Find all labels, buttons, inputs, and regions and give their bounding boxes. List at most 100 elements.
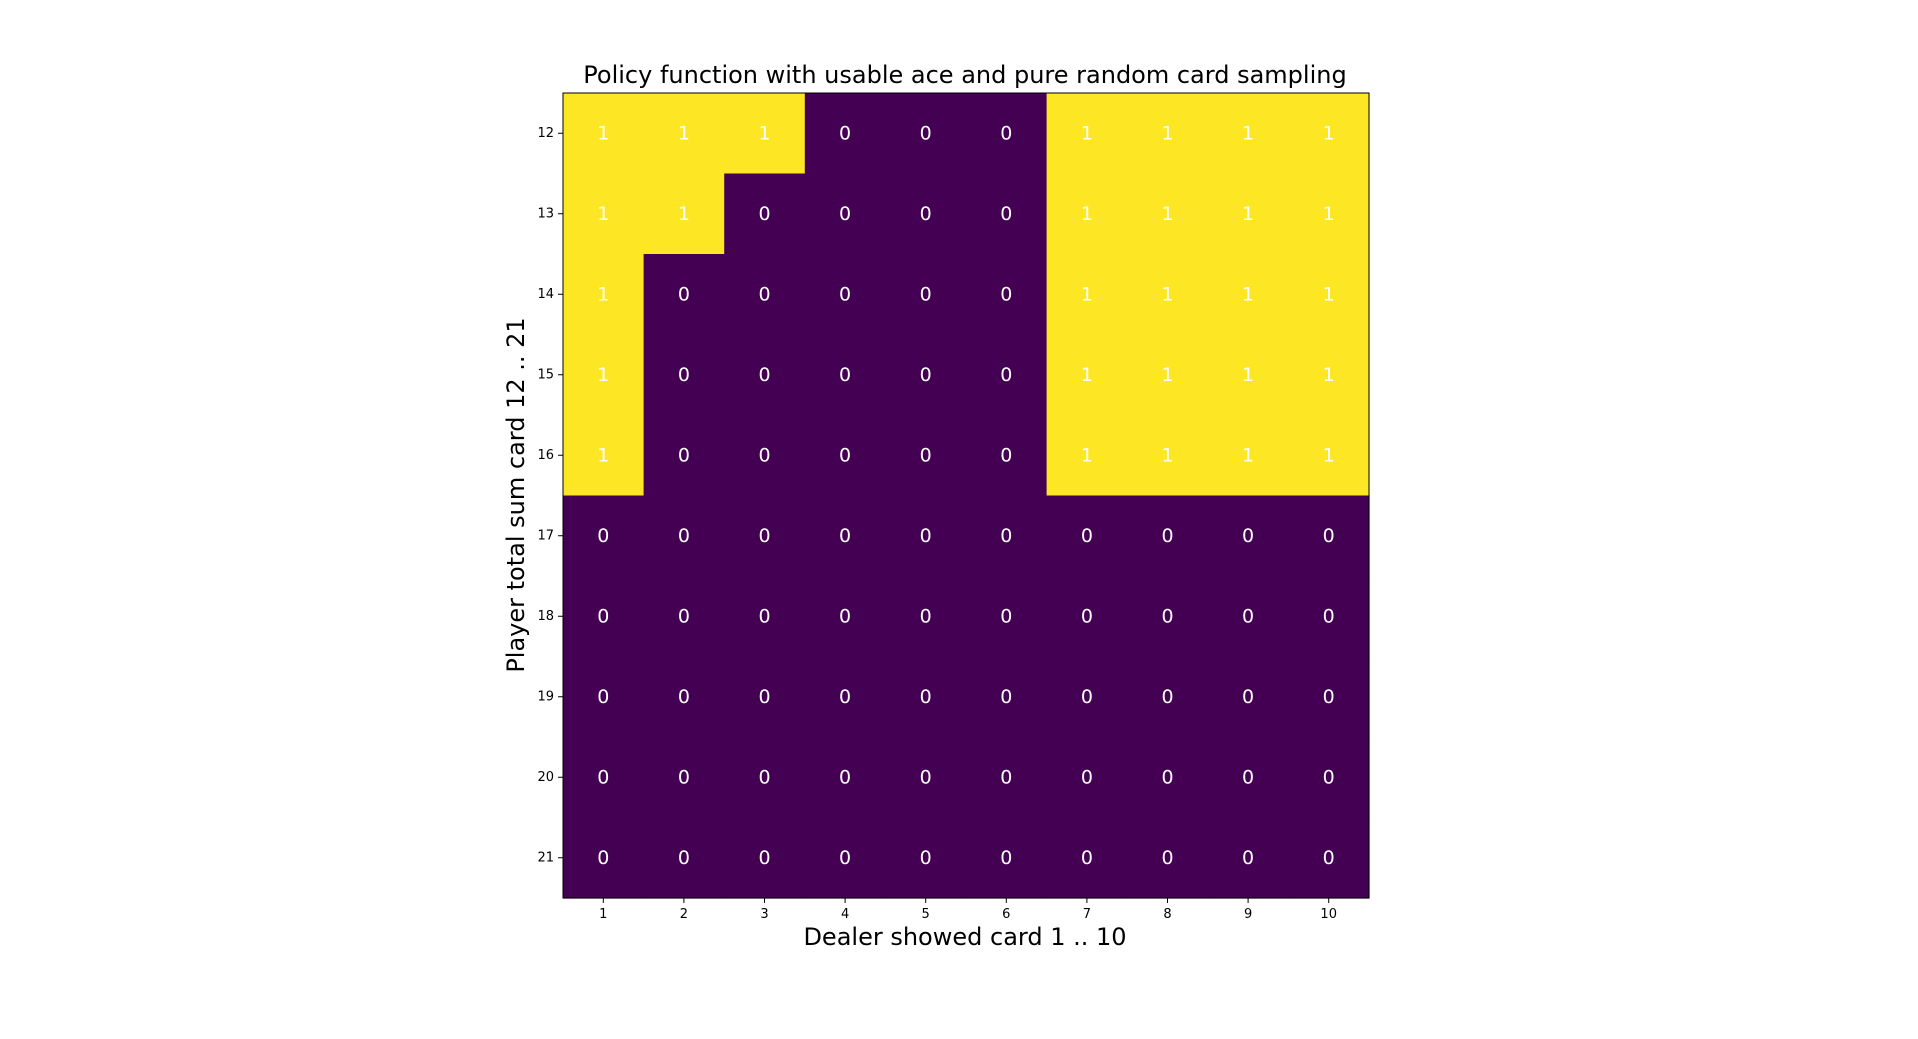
heatmap-cell-r21-c7 [1046, 817, 1128, 899]
heatmap-cell-r18-c2 [643, 576, 725, 658]
heatmap-cell-r20-c4 [804, 737, 886, 819]
cell-value-label: 0 [839, 283, 851, 305]
heatmap-cell-r16-c1 [563, 415, 645, 497]
heatmap-cell-r16-c10 [1288, 415, 1370, 497]
heatmap-cell-r14-c3 [724, 254, 806, 336]
x-tick-label: 3 [760, 907, 768, 922]
heatmap-cell-r18-c7 [1046, 576, 1128, 658]
heatmap-cell-r12-c8 [1127, 93, 1209, 175]
heatmap-cell-r13-c1 [563, 173, 645, 255]
cell-value-label: 0 [758, 444, 770, 466]
cell-value-label: 0 [758, 847, 770, 869]
y-tick-label: 13 [537, 206, 554, 221]
cell-value-label: 1 [597, 122, 609, 144]
heatmap-cell-r17-c3 [724, 495, 806, 577]
cell-value-label: 0 [1161, 525, 1173, 547]
y-tick-label: 14 [537, 287, 554, 302]
heatmap-cell-r21-c8 [1127, 817, 1209, 899]
heatmap-cell-r21-c6 [966, 817, 1048, 899]
heatmap-cell-r17-c2 [643, 495, 725, 577]
cell-value-label: 0 [920, 686, 932, 708]
heatmap-cell-r17-c7 [1046, 495, 1128, 577]
cell-value-label: 0 [1161, 686, 1173, 708]
y-tick-label: 12 [537, 126, 554, 141]
heatmap-cell-r16-c7 [1046, 415, 1128, 497]
heatmap-cell-r20-c1 [563, 737, 645, 819]
heatmap-cell-r14-c7 [1046, 254, 1128, 336]
heatmap-cell-r16-c8 [1127, 415, 1209, 497]
cell-value-label: 0 [920, 605, 932, 627]
heatmap-cell-r17-c4 [804, 495, 886, 577]
cell-value-label: 0 [678, 525, 690, 547]
cell-value-label: 0 [920, 283, 932, 305]
cell-value-label: 1 [1161, 444, 1173, 466]
y-tick-label: 18 [537, 609, 554, 624]
heatmap-cell-r14-c1 [563, 254, 645, 336]
x-tick-label: 4 [841, 907, 849, 922]
heatmap-cell-r13-c9 [1207, 173, 1289, 255]
cell-value-label: 0 [1242, 605, 1254, 627]
cell-value-label: 0 [758, 766, 770, 788]
heatmap-cell-r15-c10 [1288, 334, 1370, 416]
cell-value-label: 0 [1323, 686, 1335, 708]
heatmap-cell-r17-c8 [1127, 495, 1209, 577]
heatmap-cell-r19-c1 [563, 656, 645, 738]
cell-value-label: 0 [1000, 203, 1012, 225]
cell-value-label: 0 [1000, 525, 1012, 547]
cell-value-label: 1 [1242, 203, 1254, 225]
y-tick-label: 17 [537, 528, 554, 543]
heatmap-cell-r15-c7 [1046, 334, 1128, 416]
heatmap-cell-r15-c1 [563, 334, 645, 416]
heatmap-cell-r18-c10 [1288, 576, 1370, 658]
heatmap-cell-r13-c4 [804, 173, 886, 255]
cell-value-label: 0 [758, 525, 770, 547]
x-tick-label: 2 [680, 907, 688, 922]
cell-value-label: 0 [678, 766, 690, 788]
cell-value-label: 0 [920, 444, 932, 466]
cell-value-label: 0 [597, 686, 609, 708]
heatmap-plot-area: 1 1 1 0 0 0 1 1 1 1 1 1 0 0 0 0 1 1 1 1 1 0 0 0 0 0 1 1 1 1 1 0 0 0 0 0 1 1 1 1… [563, 93, 1370, 899]
heatmap-cell-r18-c4 [804, 576, 886, 658]
heatmap-cell-r21-c9 [1207, 817, 1289, 899]
cell-value-label: 0 [1000, 847, 1012, 869]
cell-value-label: 0 [1323, 766, 1335, 788]
heatmap-cell-r20-c3 [724, 737, 806, 819]
heatmap-cell-r17-c1 [563, 495, 645, 577]
heatmap-cell-r16-c6 [966, 415, 1048, 497]
x-tick-label: 7 [1083, 907, 1091, 922]
heatmap-cell-r14-c9 [1207, 254, 1289, 336]
cell-value-label: 0 [920, 847, 932, 869]
cell-value-label: 0 [678, 847, 690, 869]
cell-value-label: 1 [678, 122, 690, 144]
heatmap-cell-r20-c10 [1288, 737, 1370, 819]
heatmap-cell-r14-c2 [643, 254, 725, 336]
cell-value-label: 0 [1000, 122, 1012, 144]
cell-value-label: 0 [758, 605, 770, 627]
cell-value-label: 1 [597, 203, 609, 225]
heatmap-cell-r16-c2 [643, 415, 725, 497]
cell-value-label: 1 [1242, 283, 1254, 305]
heatmap-cell-r12-c5 [885, 93, 967, 175]
heatmap-cell-r16-c5 [885, 415, 967, 497]
heatmap-cell-r14-c6 [966, 254, 1048, 336]
heatmap-cell-r15-c3 [724, 334, 806, 416]
cell-value-label: 0 [1000, 364, 1012, 386]
heatmap-cell-r18-c3 [724, 576, 806, 658]
x-tick-label: 1 [599, 907, 607, 922]
x-tick-label: 10 [1320, 907, 1337, 922]
cell-value-label: 0 [839, 605, 851, 627]
heatmap-cell-r20-c2 [643, 737, 725, 819]
y-axis-ticks: 12 13 14 15 16 17 18 19 20 21 [537, 126, 563, 865]
x-tick-label: 6 [1002, 907, 1010, 922]
heatmap-cell-r20-c7 [1046, 737, 1128, 819]
cell-value-label: 0 [758, 283, 770, 305]
cell-value-label: 1 [758, 122, 770, 144]
cell-value-label: 0 [678, 605, 690, 627]
y-tick-label: 21 [537, 850, 554, 865]
cell-value-label: 1 [1323, 444, 1335, 466]
heatmap-cell-r19-c6 [966, 656, 1048, 738]
cell-value-label: 1 [1081, 444, 1093, 466]
heatmap-cell-r16-c9 [1207, 415, 1289, 497]
heatmap-cell-r12-c2 [643, 93, 725, 175]
cell-value-label: 0 [1323, 847, 1335, 869]
